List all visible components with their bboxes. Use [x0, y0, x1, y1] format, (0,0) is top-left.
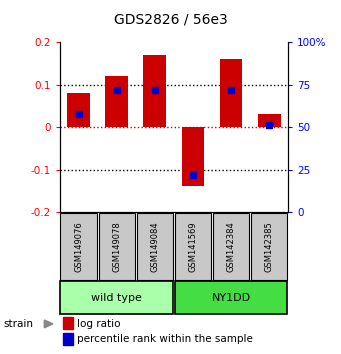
Text: GDS2826 / 56e3: GDS2826 / 56e3: [114, 12, 227, 27]
Bar: [258, 114, 281, 127]
Text: log ratio: log ratio: [77, 319, 120, 329]
FancyBboxPatch shape: [213, 213, 249, 280]
Bar: [63, 318, 73, 330]
Polygon shape: [44, 320, 53, 328]
FancyBboxPatch shape: [60, 213, 97, 280]
Text: NY1DD: NY1DD: [211, 293, 251, 303]
Bar: [63, 333, 73, 346]
Bar: [220, 59, 242, 127]
Text: GSM149084: GSM149084: [150, 221, 159, 272]
Text: percentile rank within the sample: percentile rank within the sample: [77, 334, 253, 344]
Text: GSM142385: GSM142385: [265, 221, 273, 272]
Text: GSM141569: GSM141569: [189, 221, 197, 272]
FancyBboxPatch shape: [251, 213, 287, 280]
Bar: [105, 76, 128, 127]
FancyBboxPatch shape: [60, 281, 173, 314]
Bar: [67, 93, 90, 127]
Text: wild type: wild type: [91, 293, 142, 303]
Text: GSM149076: GSM149076: [74, 221, 83, 272]
FancyBboxPatch shape: [175, 213, 211, 280]
Text: GSM142384: GSM142384: [226, 221, 236, 272]
Text: strain: strain: [3, 319, 33, 329]
Bar: [144, 55, 166, 127]
Bar: [181, 127, 204, 187]
FancyBboxPatch shape: [137, 213, 173, 280]
FancyBboxPatch shape: [175, 281, 287, 314]
Text: GSM149078: GSM149078: [112, 221, 121, 272]
FancyBboxPatch shape: [99, 213, 135, 280]
